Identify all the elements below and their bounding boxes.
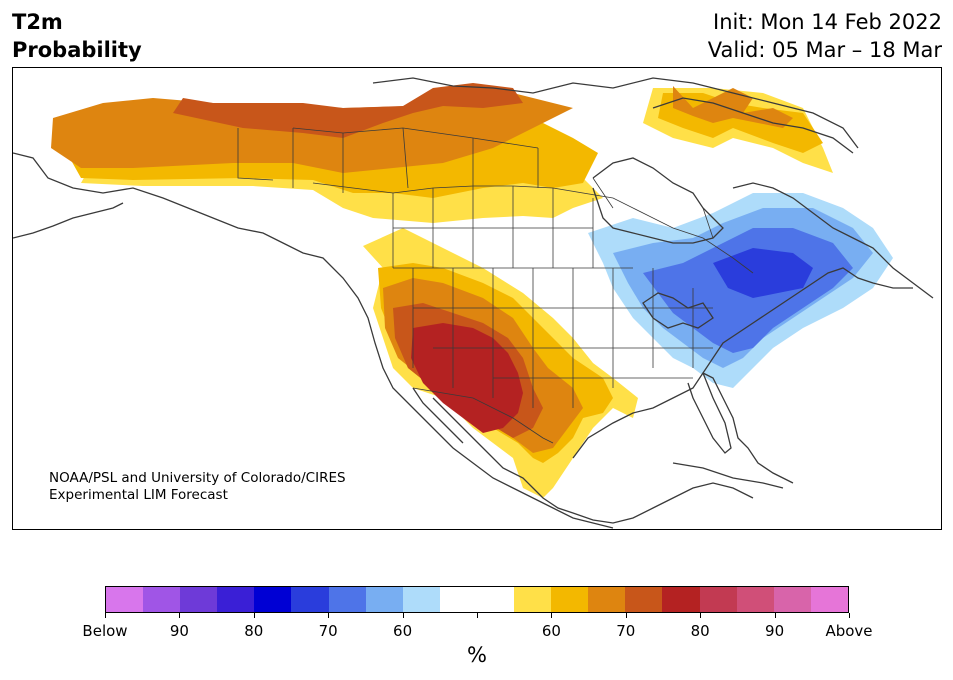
warm-shading (51, 83, 833, 498)
colorbar-segment (773, 587, 811, 612)
colorbar-segment (291, 587, 329, 612)
alaska-border (237, 128, 274, 181)
labrador-coast (732, 182, 934, 299)
gulf-coast (572, 372, 794, 484)
credit-line-2: Experimental LIM Forecast (49, 487, 228, 503)
map-canvas (13, 77, 934, 529)
colorbar-segment (514, 587, 552, 612)
credit-text: NOAA/PSL and University of Colorado/CIRE… (49, 470, 346, 504)
canada-provinces (292, 127, 714, 239)
us-states (392, 186, 713, 408)
colorbar-ticks (105, 613, 850, 619)
canadian-territories (292, 127, 539, 149)
colorbar-label: Below (82, 622, 128, 640)
colorbar-tick (625, 613, 627, 618)
colorbar-label: 80 (690, 622, 710, 640)
colorbar-segment (328, 587, 366, 612)
colorbar-segment (106, 587, 144, 612)
colorbar-segment (439, 587, 477, 612)
colorbar-tick (328, 613, 330, 618)
init-date: Init: Mon 14 Feb 2022 (713, 10, 942, 34)
colorbar-segment (143, 587, 181, 612)
colorbar-segment (254, 587, 292, 612)
colorbar-segment (810, 587, 848, 612)
colorbar-label: 60 (541, 622, 561, 640)
colorbar-label: Above (825, 622, 873, 640)
colorbar-tick (477, 613, 478, 618)
us-mexico-border (412, 387, 554, 444)
region-below-75 (713, 248, 813, 298)
colorbar-segment (625, 587, 663, 612)
colorbar-segment (217, 587, 255, 612)
colorbar-tick (700, 613, 702, 618)
great-lakes (642, 292, 714, 329)
colorbar-tick (105, 613, 106, 618)
credit-line-1: NOAA/PSL and University of Colorado/CIRE… (49, 470, 346, 486)
colorbar-tick (253, 613, 255, 618)
colorbar-segment (662, 587, 700, 612)
colorbar-tick (551, 613, 553, 618)
colorbar-segment (588, 587, 626, 612)
political-borders (237, 127, 754, 444)
colorbar-label: 60 (393, 622, 413, 640)
florida (687, 372, 732, 454)
colorbar-segment (551, 587, 589, 612)
valid-range: Valid: 05 Mar – 18 Mar (707, 38, 942, 62)
colorbar-tick (402, 613, 404, 618)
coastlines (13, 77, 934, 529)
colorbar-label: 90 (169, 622, 189, 640)
us-canada-border (312, 182, 754, 274)
colorbar-segment (476, 587, 515, 612)
colorbar (105, 586, 849, 613)
colorbar-segment (365, 587, 403, 612)
colorbar-segment (402, 587, 440, 612)
greenland-coast (652, 97, 854, 154)
cold-shading (588, 193, 893, 388)
mexico-coast (432, 397, 754, 524)
colorbar-segment (736, 587, 774, 612)
colorbar-label: 80 (244, 622, 264, 640)
colorbar-label: 70 (616, 622, 636, 640)
product-name: Probability (12, 38, 142, 62)
aleutians (13, 202, 124, 239)
arctic-islands (372, 77, 859, 149)
region-above-75-north (173, 83, 523, 138)
hudson-bay (592, 157, 724, 244)
colorbar-label: 90 (765, 622, 785, 640)
probability-map (12, 67, 942, 530)
region-above-80-west (411, 323, 523, 433)
baja-peninsula (412, 387, 464, 444)
chart-title: T2m Probability (12, 8, 142, 64)
colorbar-unit: % (467, 643, 487, 667)
variable-name: T2m (12, 10, 63, 34)
alaska-coast (13, 152, 614, 529)
colorbar-segment (180, 587, 218, 612)
colorbar-tick (179, 613, 181, 618)
east-coast (702, 267, 913, 374)
colorbar-label: 70 (318, 622, 338, 640)
date-info: Init: Mon 14 Feb 2022 Valid: 05 Mar – 18… (708, 8, 942, 64)
cuba (672, 462, 784, 489)
colorbar-tick (774, 613, 776, 618)
colorbar-segment (699, 587, 737, 612)
region-above-70-arctic (673, 86, 793, 128)
colorbar-tick (849, 613, 850, 618)
